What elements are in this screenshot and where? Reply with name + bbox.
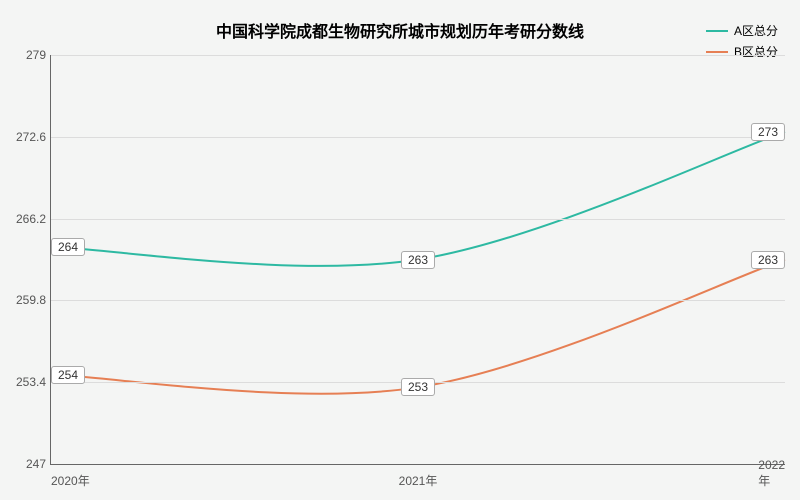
legend-swatch-b	[706, 51, 728, 53]
series-line	[51, 132, 785, 266]
grid-line	[51, 300, 785, 301]
legend-swatch-a	[706, 30, 728, 32]
y-axis-tick: 266.2	[6, 212, 46, 226]
y-axis-tick: 272.6	[6, 130, 46, 144]
plot-area: 247253.4259.8266.2272.62792020年2021年2022…	[50, 55, 785, 465]
data-point-label: 263	[401, 251, 435, 269]
grid-line	[51, 219, 785, 220]
y-axis-tick: 259.8	[6, 293, 46, 307]
y-axis-tick: 279	[6, 48, 46, 62]
data-point-label: 273	[751, 123, 785, 141]
y-axis-tick: 247	[6, 457, 46, 471]
chart-title: 中国科学院成都生物研究所城市规划历年考研分数线	[0, 18, 800, 42]
data-point-label: 263	[751, 251, 785, 269]
x-axis-tick: 2022年	[758, 458, 785, 489]
grid-line	[51, 55, 785, 56]
series-line	[51, 260, 785, 394]
data-point-label: 254	[51, 366, 85, 384]
data-point-label: 264	[51, 238, 85, 256]
data-point-label: 253	[401, 378, 435, 396]
grid-line	[51, 137, 785, 138]
x-axis-tick: 2020年	[51, 472, 90, 489]
y-axis-tick: 253.4	[6, 375, 46, 389]
legend-label-a: A区总分	[734, 22, 778, 39]
legend-item-a: A区总分	[706, 22, 778, 39]
chart-container: 中国科学院成都生物研究所城市规划历年考研分数线 A区总分 B区总分 247253…	[0, 0, 800, 500]
x-axis-tick: 2021年	[399, 472, 438, 489]
